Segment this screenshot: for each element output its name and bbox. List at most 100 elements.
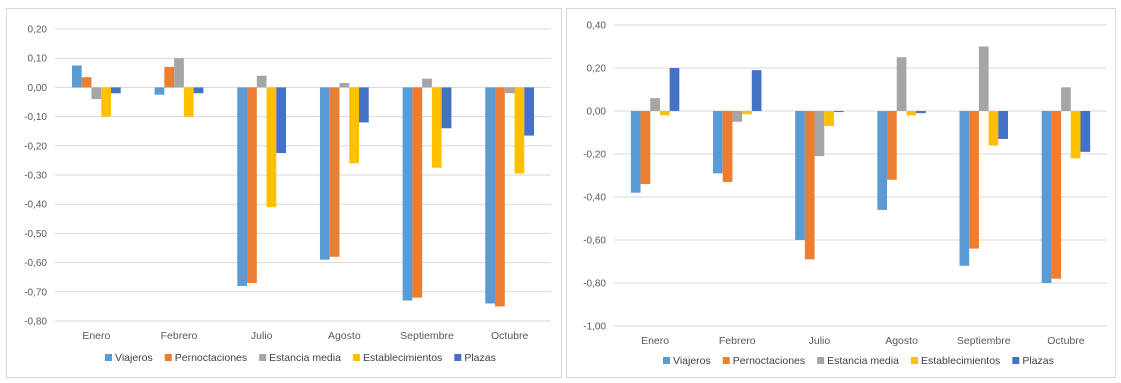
bar-establecimientos-enero <box>101 87 111 117</box>
bar-pernoctaciones-febrero <box>164 66 175 88</box>
x-category-label: Septiembre <box>957 335 1011 347</box>
y-tick-label: -0,30 <box>24 171 47 182</box>
legend-swatch <box>259 354 267 361</box>
y-tick-label: 0,00 <box>28 83 48 94</box>
legend-label: Establecimientos <box>921 355 1000 367</box>
bar-pernoctaciones-julio <box>804 111 815 260</box>
legend-swatch <box>105 354 112 361</box>
bar-plazas-febrero <box>751 70 762 111</box>
bar-plazas-julio <box>276 87 287 154</box>
bar-plazas-julio <box>833 111 844 113</box>
y-tick-label: 0,10 <box>28 54 48 65</box>
bar-estancia-media-agosto <box>896 57 907 111</box>
y-tick-label: -0,60 <box>583 236 606 247</box>
bar-estancia-media-octubre <box>1061 87 1071 111</box>
x-category-label: Enero <box>641 335 669 347</box>
x-category-label: Enero <box>82 330 110 342</box>
y-tick-label: -0,40 <box>583 193 606 204</box>
legend-label: Plazas <box>1022 355 1054 367</box>
bar-viajeros-enero <box>71 65 82 88</box>
bar-viajeros-febrero <box>154 87 165 95</box>
bar-pernoctaciones-septiembre <box>969 111 979 249</box>
x-category-label: Septiembre <box>400 330 454 342</box>
bar-viajeros-agosto <box>319 87 330 260</box>
bar-viajeros-septiembre <box>402 87 413 301</box>
y-tick-label: 0,00 <box>587 107 607 118</box>
bar-chart-left: 0,20 0,10 0,00 -0,10 -0,20 -0,30 -0,40 -0,50 -0,… <box>24 25 551 364</box>
y-tick-label: -0,70 <box>24 287 47 298</box>
legend-swatch <box>722 357 730 364</box>
bar-estancia-media-julio <box>814 111 825 157</box>
legend-label: Estancia media <box>269 352 341 364</box>
bar-pernoctaciones-septiembre <box>412 87 423 298</box>
bar-establecimientos-febrero <box>183 87 194 117</box>
bar-pernoctaciones-enero <box>640 111 651 185</box>
bar-viajeros-agosto <box>877 111 888 210</box>
bar-viajeros-octubre <box>1041 111 1052 283</box>
x-category-label: Octubre <box>1047 335 1085 347</box>
bar-viajeros-febrero <box>713 111 723 174</box>
x-category-label: Agosto <box>885 335 918 347</box>
legend-label: Viajeros <box>673 355 711 367</box>
bar-pernoctaciones-enero <box>81 77 92 88</box>
bar-establecimientos-julio <box>824 111 834 127</box>
bar-establecimientos-septiembre <box>988 111 999 146</box>
bar-viajeros-octubre <box>485 87 496 304</box>
bar-viajeros-septiembre <box>959 111 970 266</box>
legend-label: Viajeros <box>115 352 153 364</box>
y-tick-label: -0,80 <box>24 317 47 328</box>
bar-establecimientos-septiembre <box>431 87 442 168</box>
x-category-label: Agosto <box>328 330 361 342</box>
bar-pernoctaciones-agosto <box>887 111 897 180</box>
x-category-label: Febrero <box>161 330 198 342</box>
legend-swatch <box>454 354 462 361</box>
y-tick-label: -1,00 <box>583 322 606 333</box>
legend-label: Establecimientos <box>363 352 442 364</box>
y-tick-label: -0,20 <box>583 150 606 161</box>
x-category-label: Julio <box>251 330 273 342</box>
chart-panel-left: 0,20 0,10 0,00 -0,10 -0,20 -0,30 -0,40 -0,50 -0,… <box>6 8 562 378</box>
legend-swatch <box>663 357 670 364</box>
bar-chart-right: 0,40 0,20 0,00 -0,20 -0,40 -0,60 -0,80 -1,00 Ene… <box>583 21 1107 367</box>
bar-estancia-media-septiembre <box>422 78 432 88</box>
bar-estancia-media-agosto <box>339 83 350 88</box>
bar-plazas-enero <box>110 87 121 94</box>
bar-estancia-media-octubre <box>504 87 515 94</box>
x-category-label: Julio <box>809 335 831 347</box>
bar-establecimientos-octubre <box>514 87 525 174</box>
bar-plazas-febrero <box>193 87 204 94</box>
y-tick-label: -0,60 <box>24 258 47 269</box>
bar-plazas-agosto <box>358 87 369 123</box>
y-tick-label: -0,80 <box>583 279 606 290</box>
bar-plazas-septiembre <box>441 87 452 129</box>
y-tick-label: -0,40 <box>24 200 47 211</box>
bar-pernoctaciones-octubre <box>1051 111 1062 279</box>
bar-viajeros-enero <box>630 111 641 193</box>
y-tick-label: 0,40 <box>587 21 607 32</box>
bar-pernoctaciones-julio <box>247 87 257 284</box>
chart-panel-right: 0,40 0,20 0,00 -0,20 -0,40 -0,60 -0,80 -1,00 Ene… <box>566 8 1116 378</box>
bar-estancia-media-julio <box>256 75 267 88</box>
bar-estancia-media-febrero <box>732 111 743 122</box>
legend-swatch <box>817 357 825 364</box>
y-tick-label: 0,20 <box>28 25 48 36</box>
y-tick-label: 0,20 <box>587 64 607 75</box>
bar-establecimientos-julio <box>266 87 277 208</box>
bar-establecimientos-octubre <box>1070 111 1081 159</box>
bar-viajeros-julio <box>237 87 248 286</box>
legend-label: Pernoctaciones <box>733 355 805 367</box>
bar-estancia-media-enero <box>91 87 102 100</box>
legend-swatch <box>164 354 172 361</box>
legend-label: Pernoctaciones <box>175 352 247 364</box>
bar-plazas-agosto <box>916 111 926 114</box>
bar-establecimientos-agosto <box>906 111 917 116</box>
x-category-label: Febrero <box>719 335 756 347</box>
y-tick-label: -0,20 <box>24 141 47 152</box>
bar-estancia-media-septiembre <box>978 46 989 111</box>
bar-establecimientos-febrero <box>742 111 752 115</box>
bar-plazas-septiembre <box>998 111 1008 139</box>
legend-swatch <box>910 357 918 364</box>
bar-estancia-media-febrero <box>174 58 184 88</box>
legend-swatch <box>1012 357 1020 364</box>
y-tick-label: -0,10 <box>24 112 47 123</box>
